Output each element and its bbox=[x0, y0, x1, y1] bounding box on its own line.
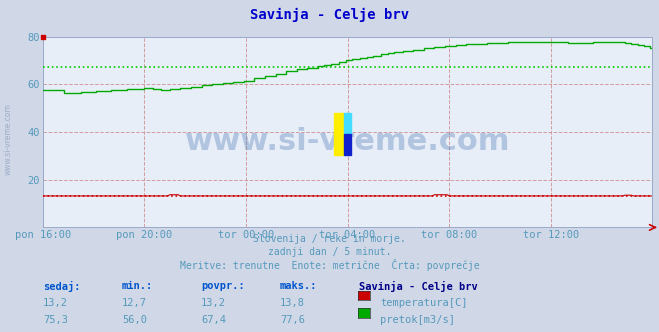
Text: min.:: min.: bbox=[122, 281, 153, 290]
Text: www.si-vreme.com: www.si-vreme.com bbox=[3, 104, 13, 175]
Text: Savinja - Celje brv: Savinja - Celje brv bbox=[359, 281, 478, 291]
Text: Savinja - Celje brv: Savinja - Celje brv bbox=[250, 8, 409, 23]
Text: sedaj:: sedaj: bbox=[43, 281, 80, 291]
Text: pretok[m3/s]: pretok[m3/s] bbox=[380, 315, 455, 325]
Text: temperatura[C]: temperatura[C] bbox=[380, 298, 468, 308]
Text: povpr.:: povpr.: bbox=[201, 281, 244, 290]
Bar bbox=[343, 134, 351, 155]
Bar bbox=[343, 113, 351, 134]
Text: 77,6: 77,6 bbox=[280, 315, 305, 325]
Text: Slovenija / reke in morje.: Slovenija / reke in morje. bbox=[253, 234, 406, 244]
Text: www.si-vreme.com: www.si-vreme.com bbox=[185, 127, 510, 156]
Text: Meritve: trenutne  Enote: metrične  Črta: povprečje: Meritve: trenutne Enote: metrične Črta: … bbox=[180, 259, 479, 271]
Text: 75,3: 75,3 bbox=[43, 315, 68, 325]
Text: maks.:: maks.: bbox=[280, 281, 318, 290]
Text: 13,2: 13,2 bbox=[43, 298, 68, 308]
Text: 56,0: 56,0 bbox=[122, 315, 147, 325]
Text: 13,8: 13,8 bbox=[280, 298, 305, 308]
Text: 12,7: 12,7 bbox=[122, 298, 147, 308]
Bar bbox=[334, 113, 343, 155]
Text: 13,2: 13,2 bbox=[201, 298, 226, 308]
Text: 67,4: 67,4 bbox=[201, 315, 226, 325]
Text: zadnji dan / 5 minut.: zadnji dan / 5 minut. bbox=[268, 247, 391, 257]
